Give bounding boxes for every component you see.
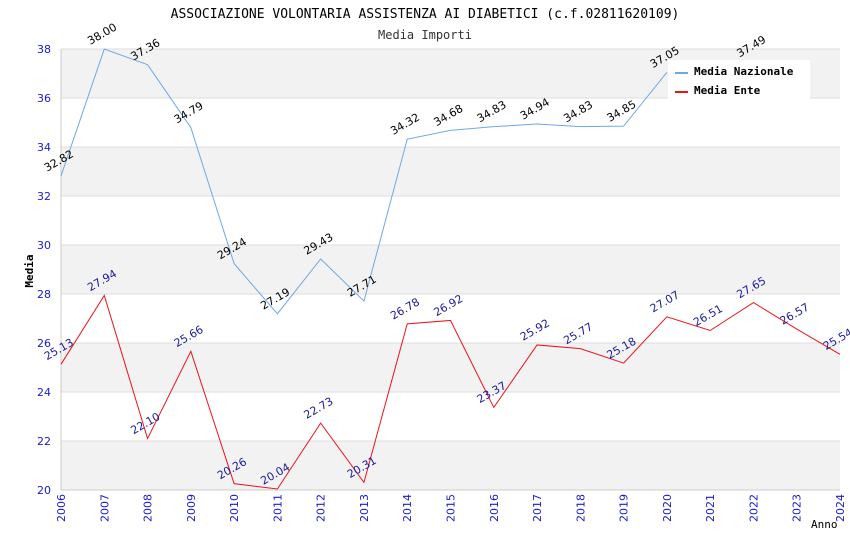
grid-band <box>61 245 840 294</box>
x-tick-label: 2014 <box>401 494 414 522</box>
series-lines <box>60 48 841 490</box>
grid-band <box>61 441 840 490</box>
data-label: 25.92 <box>518 317 552 344</box>
x-tick-label: 2013 <box>358 494 371 522</box>
y-tick-label: 24 <box>37 386 51 399</box>
legend: Media Nazionale Media Ente <box>668 60 810 102</box>
data-label: 34.83 <box>561 98 595 125</box>
x-tick-label: 2018 <box>574 494 587 522</box>
chart-title: ASSOCIAZIONE VOLONTARIA ASSISTENZA AI DI… <box>171 7 680 22</box>
x-tick-label: 2019 <box>618 494 631 522</box>
x-tick-label: 2024 <box>834 494 847 522</box>
chart-subtitle: Media Importi <box>378 28 472 42</box>
data-label: 22.73 <box>302 395 336 422</box>
y-tick-label: 38 <box>37 43 51 56</box>
data-label: 34.94 <box>518 96 552 123</box>
x-tick-label: 2008 <box>142 494 155 522</box>
y-tick-label: 30 <box>37 239 51 252</box>
y-tick-label: 28 <box>37 288 51 301</box>
data-label: 26.57 <box>778 301 812 328</box>
x-tick-label: 2021 <box>704 494 717 522</box>
data-label: 38.00 <box>85 21 119 48</box>
y-tick-label: 36 <box>37 92 51 105</box>
x-tick-label: 2010 <box>228 494 241 522</box>
data-label: 34.79 <box>172 99 206 126</box>
data-label: 26.51 <box>691 302 725 329</box>
x-tick-labels: 2006 2007 2008 2009 2010 2011 2012 2013 2014 2015… <box>55 494 847 522</box>
x-tick-label: 2009 <box>185 494 198 522</box>
x-tick-label: 2023 <box>791 494 804 522</box>
series-line-media-ente <box>60 294 841 490</box>
x-tick-label: 2006 <box>55 494 68 522</box>
data-label: 34.83 <box>475 98 509 125</box>
x-tick-label: 2011 <box>271 494 284 522</box>
x-tick-label: 2020 <box>661 494 674 522</box>
grid-bands <box>61 49 840 490</box>
data-label: 26.78 <box>388 295 422 322</box>
x-tick-label: 2012 <box>315 494 328 522</box>
grid-band <box>61 147 840 196</box>
legend-label-media-nazionale: Media Nazionale <box>694 65 794 78</box>
y-tick-label: 20 <box>37 484 51 497</box>
grid-lines <box>61 48 840 491</box>
data-label: 34.85 <box>605 98 639 125</box>
x-tick-label: 2007 <box>98 494 111 522</box>
x-tick-label: 2016 <box>488 494 501 522</box>
x-tick-label: 2022 <box>747 494 760 522</box>
y-tick-label: 34 <box>37 141 51 154</box>
y-tick-label: 26 <box>37 337 51 350</box>
data-label: 26.92 <box>432 292 466 319</box>
grid-band <box>61 343 840 392</box>
y-tick-label: 32 <box>37 190 51 203</box>
axes <box>60 49 840 491</box>
y-axis-label: Media <box>23 254 36 287</box>
x-axis-label: Anno <box>811 518 838 531</box>
data-label: 34.68 <box>432 102 466 129</box>
x-tick-label: 2017 <box>531 494 544 522</box>
y-tick-labels: 20 22 24 26 28 30 32 34 36 38 <box>37 43 51 497</box>
y-tick-label: 22 <box>37 435 51 448</box>
legend-box <box>668 60 810 102</box>
legend-label-media-ente: Media Ente <box>694 84 761 97</box>
data-label: 34.32 <box>388 111 422 138</box>
series-line-media-nazionale <box>60 48 668 315</box>
x-tick-label: 2015 <box>445 494 458 522</box>
